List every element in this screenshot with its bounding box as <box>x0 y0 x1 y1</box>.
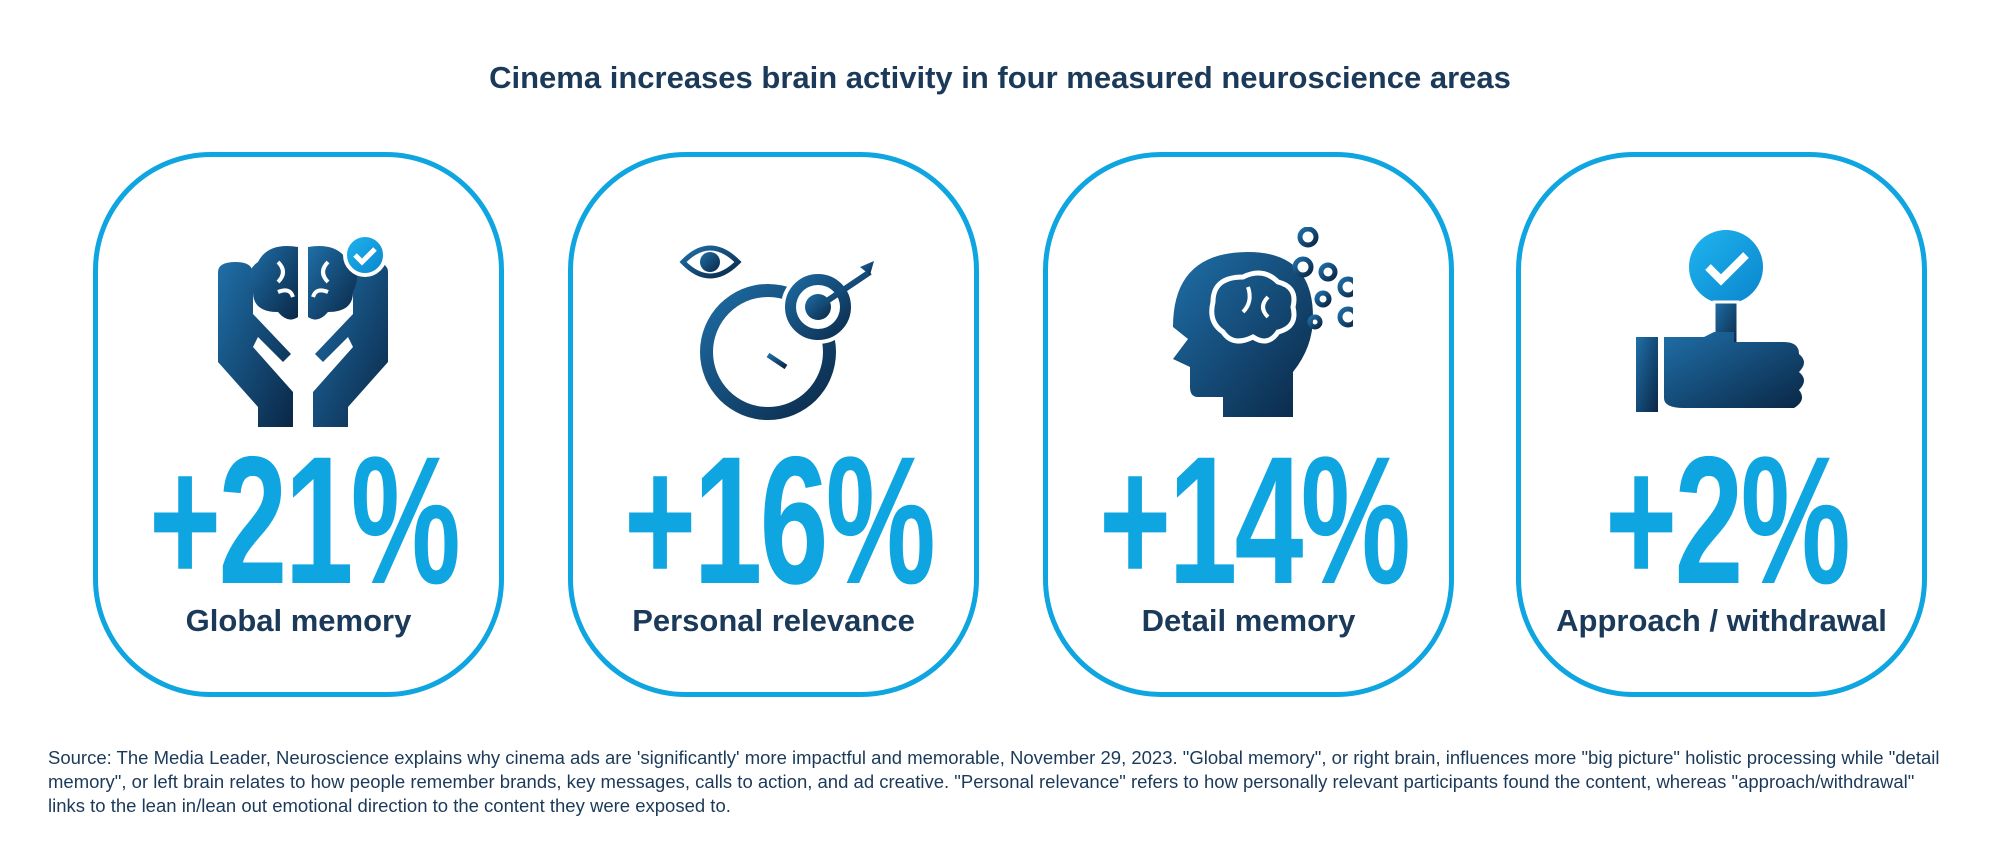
icon-hands-brain <box>218 233 388 427</box>
stat-label: Personal relevance <box>632 603 915 638</box>
icon-clock-target <box>679 245 874 420</box>
stat-label: Global memory <box>185 603 412 638</box>
card: +16% Personal relevance <box>568 152 979 697</box>
source-note: Source: The Media Leader, Neuroscience e… <box>48 747 1940 816</box>
stat-label: Detail memory <box>1141 603 1356 638</box>
icon-head-brain <box>1173 227 1353 417</box>
card: +21% Global memory <box>93 152 504 697</box>
stat-value: +21% <box>148 418 461 622</box>
title: Cinema increases brain activity in four … <box>489 60 1511 95</box>
icon-fist-check <box>1636 230 1804 412</box>
stat-label: Approach / withdrawal <box>1556 603 1887 638</box>
stat-value: +16% <box>623 418 936 622</box>
card: +2% Approach / withdrawal <box>1516 152 1927 697</box>
stat-value: +14% <box>1098 418 1411 622</box>
stat-value: +2% <box>1605 418 1851 622</box>
card: +14% Detail memory <box>1043 152 1454 697</box>
